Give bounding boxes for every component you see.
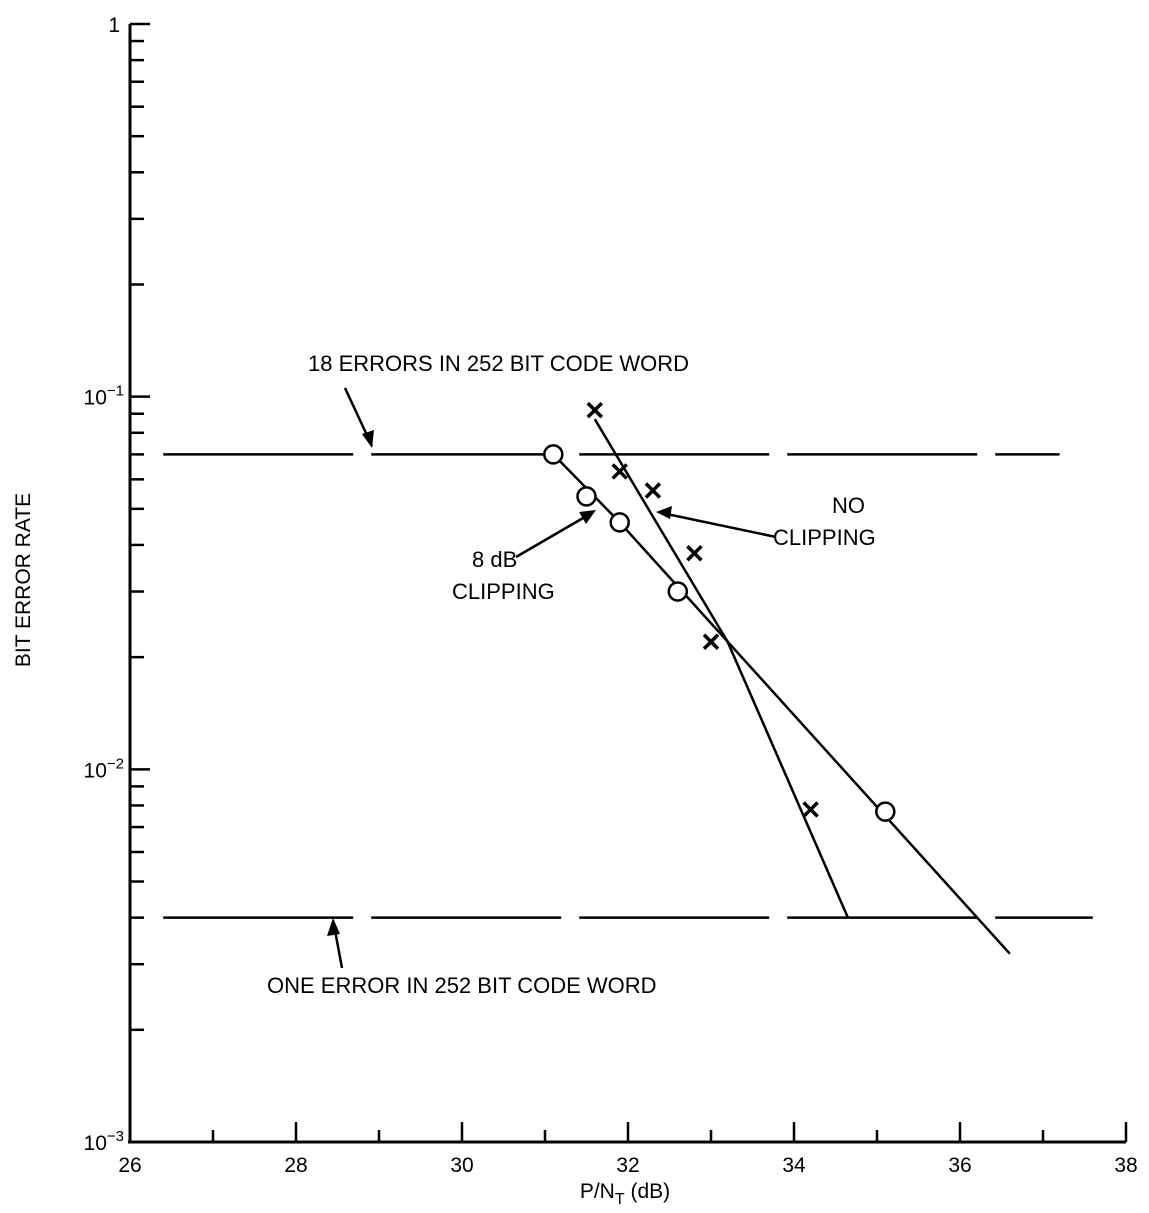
x-axis-title: P/NT (dB)	[580, 1180, 670, 1208]
x-marker	[611, 463, 628, 480]
x-marker	[702, 633, 720, 650]
x-tick-label: 26	[118, 1154, 141, 1177]
reference-lines	[163, 453, 1093, 919]
arrow-noclip	[661, 511, 777, 539]
y-tick-label: 1	[108, 14, 120, 37]
annotation-noclip-line1: NO	[832, 493, 865, 518]
arrow-noclip-head	[656, 506, 672, 519]
x-marker	[802, 801, 819, 818]
y-tick-label: 10−1	[84, 383, 124, 410]
y-axis-title: BIT ERROR RATE	[12, 493, 35, 667]
annotation-top-ref: 18 ERRORS IN 252 BIT CODE WORD	[308, 351, 689, 376]
x-tick-label: 30	[450, 1154, 473, 1177]
tick-labels: 26 28 30 32 34 36 38 10−3 10−2 10−1 1	[84, 14, 1138, 1177]
x-marker	[686, 545, 703, 562]
annotation-clipping-line2: CLIPPING	[452, 579, 555, 604]
x-tick-label: 34	[782, 1154, 806, 1177]
x-tick-label: 36	[948, 1154, 971, 1177]
noclip-fit-line	[593, 418, 850, 919]
data-markers	[543, 401, 896, 822]
circle-marker	[875, 801, 896, 822]
x-tick-label: 38	[1114, 1154, 1137, 1177]
x-marker	[586, 401, 604, 419]
annotation-bottom-ref: ONE ERROR IN 252 BIT CODE WORD	[267, 973, 657, 998]
circle-marker	[576, 486, 597, 507]
arrow-clipping	[515, 512, 591, 559]
circle-marker	[543, 444, 564, 465]
y-tick-label: 10−3	[84, 1128, 124, 1155]
annotation-clipping-line1: 8 dB	[472, 547, 517, 572]
circle-marker	[667, 581, 689, 602]
circle-marker	[609, 512, 630, 533]
y-tick-label: 10−2	[84, 755, 124, 782]
axis-ticks	[128, 22, 1128, 1144]
arrow-clipping-head	[579, 510, 596, 524]
x-tick-label: 32	[616, 1154, 639, 1177]
x-tick-label: 28	[284, 1154, 307, 1177]
annotation-noclip-line2: CLIPPING	[773, 525, 876, 550]
x-marker	[644, 482, 662, 499]
arrow-top-ref-head	[362, 430, 374, 448]
fit-lines	[552, 418, 1011, 955]
arrow-bottom-ref-head	[327, 918, 340, 936]
